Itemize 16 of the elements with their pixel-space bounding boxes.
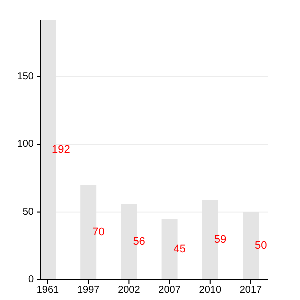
data-label: 59 (214, 234, 227, 246)
y-tick-label: 0 (28, 274, 34, 286)
x-tick-label: 2010 (199, 285, 222, 296)
y-tick-label: 100 (17, 139, 34, 150)
x-tick-label: 2007 (158, 285, 182, 296)
data-label: 192 (52, 144, 70, 156)
x-tick-label: 2002 (118, 285, 141, 296)
data-label: 56 (133, 236, 146, 248)
y-tick-label: 50 (22, 206, 34, 218)
y-tick-label: 150 (17, 72, 34, 83)
x-tick-label: 1961 (36, 285, 60, 296)
data-label: 70 (92, 226, 105, 239)
data-label: 45 (174, 243, 186, 256)
data-label: 50 (255, 240, 268, 252)
x-tick-label: 1997 (77, 285, 100, 296)
x-tick-label: 2017 (240, 285, 263, 296)
